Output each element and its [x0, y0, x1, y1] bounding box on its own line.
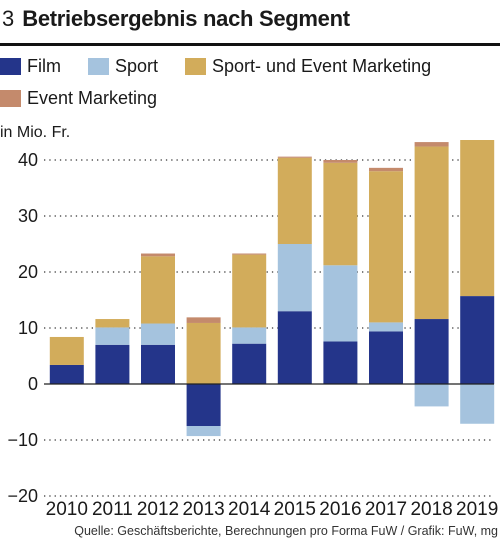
- y-tick-label: 30: [18, 206, 38, 226]
- bar-sport-2012: [141, 323, 175, 345]
- bar-sport-und-event-marketing-2017: [369, 171, 403, 323]
- legend-item-sport: Sport: [88, 54, 158, 78]
- bar-sport-und-event-marketing-2010: [49, 336, 84, 365]
- x-tick-label: 2014: [228, 499, 271, 520]
- bar-film-2010: [49, 364, 84, 384]
- bar-sport-2016: [323, 265, 358, 342]
- bar-event-marketing-2018: [414, 142, 449, 147]
- bar-sport-und-event-marketing-2015: [277, 157, 312, 244]
- bar-sport-und-event-marketing-2018: [414, 146, 449, 320]
- x-tick-label: 2011: [92, 499, 133, 520]
- bar-sport-und-event-marketing-2011: [95, 319, 130, 328]
- bar-sport-2013: [186, 426, 221, 437]
- bar-film-2014: [232, 343, 267, 384]
- y-tick-label: −10: [7, 430, 38, 450]
- bar-sport-2019: [460, 384, 495, 424]
- legend-swatch-sport: [88, 57, 109, 75]
- bar-film-2016: [323, 341, 358, 384]
- legend-label-sport: Sport: [115, 55, 159, 76]
- y-tick-label: 0: [28, 374, 38, 394]
- legend-swatch-event-marketing: [0, 89, 21, 107]
- bar-sport-und-event-marketing-2012: [141, 256, 175, 324]
- bar-event-marketing-2013: [186, 317, 221, 323]
- legend-label-event-marketing: Event Marketing: [27, 87, 158, 108]
- bar-sport-2014: [232, 327, 267, 344]
- bar-sport-und-event-marketing-2013: [186, 322, 221, 384]
- x-tick-label: 2010: [46, 499, 88, 520]
- bar-event-marketing-2015: [277, 156, 312, 158]
- y-axis-unit: in Mio. Fr.: [0, 124, 71, 141]
- bar-sport-2015: [277, 244, 312, 312]
- y-tick-label: −20: [7, 486, 38, 506]
- y-tick-label: 10: [18, 318, 38, 338]
- bar-sport-2017: [369, 322, 403, 332]
- bar-sport-und-event-marketing-2019: [460, 140, 495, 297]
- bar-film-2015: [277, 311, 312, 384]
- bar-film-2012: [141, 344, 175, 384]
- bar-film-2017: [369, 331, 403, 384]
- chart-title: Betriebsergebnis nach Segment: [22, 6, 350, 31]
- x-tick-label: 2013: [182, 499, 224, 520]
- bar-film-2018: [414, 319, 449, 384]
- bar-sport-2018: [414, 384, 449, 407]
- bar-film-2013: [186, 384, 221, 426]
- bar-event-marketing-2017: [369, 167, 403, 172]
- bar-event-marketing-2014: [232, 253, 267, 255]
- x-tick-label: 2019: [456, 499, 498, 520]
- bar-event-marketing-2012: [141, 253, 175, 257]
- bar-event-marketing-2016: [323, 160, 358, 163]
- bar-sport-2011: [95, 327, 130, 345]
- chart-number: 3: [2, 6, 15, 31]
- x-tick-label: 2017: [365, 499, 407, 520]
- y-tick-label: 20: [18, 262, 38, 282]
- y-tick-label: 40: [18, 150, 38, 170]
- x-tick-label: 2018: [410, 499, 452, 520]
- legend-item-event-marketing: Event Marketing: [0, 86, 157, 110]
- x-tick-label: 2015: [274, 499, 316, 520]
- bar-sport-und-event-marketing-2016: [323, 162, 358, 266]
- x-tick-label: 2012: [137, 499, 179, 520]
- source-note: Quelle: Geschäftsberichte, Berechnungen …: [74, 524, 498, 538]
- legend-item-film: Film: [0, 54, 61, 78]
- bar-sport-und-event-marketing-2014: [232, 254, 267, 328]
- legend-label-sport-event-marketing: Sport- und Event Marketing: [212, 55, 432, 76]
- legend-swatch-film: [0, 57, 21, 75]
- chart-header: 3 Betriebsergebnis nach Segment: [0, 6, 350, 38]
- x-tick-label: 2016: [319, 499, 361, 520]
- legend-swatch-sport-event-marketing: [185, 57, 206, 75]
- bar-film-2011: [95, 344, 130, 384]
- legend-item-sport-event-marketing: Sport- und Event Marketing: [185, 54, 431, 78]
- bar-film-2019: [460, 296, 495, 384]
- legend-label-film: Film: [27, 55, 61, 76]
- header-rule: [0, 43, 500, 46]
